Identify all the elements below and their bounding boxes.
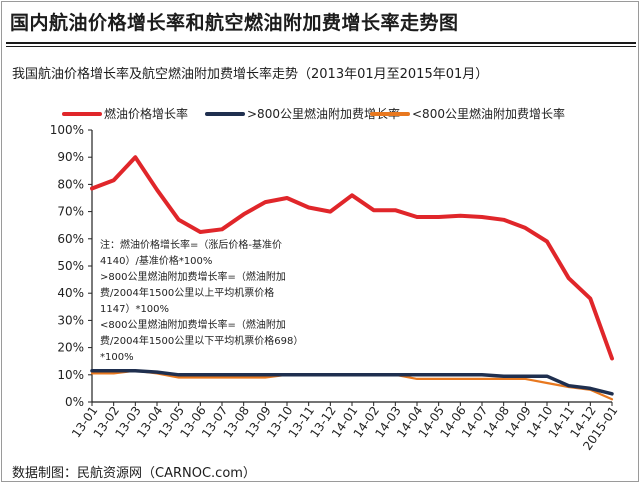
x-tick-labels: 13-0113-0213-0313-0413-0513-0613-0713-08… — [69, 402, 620, 453]
annotation-line: 注：燃油价格增长率=（涨后价格-基准价 — [100, 238, 282, 251]
legend-label: <800公里燃油附加费增长率 — [412, 106, 565, 121]
y-tick-label: 40% — [57, 286, 84, 300]
annotation-line: 费/2004年1500公里以下平均机票价格698） — [100, 334, 303, 347]
y-tick-label: 90% — [57, 150, 84, 164]
series-line-2 — [90, 368, 614, 396]
annotation-line: 4140）/基准价格*100% — [100, 254, 212, 267]
annotation-line: 1147）*100% — [100, 303, 169, 315]
annotation-note: 注：燃油价格增长率=（涨后价格-基准价 4140）/基准价格*100% >800公里… — [100, 238, 303, 363]
legend-label: 燃油价格增长率 — [104, 106, 188, 121]
title-rule-thin — [6, 46, 636, 47]
legend: 燃油价格增长率 >800公里燃油附加费增长率 <800公里燃油附加费增长率 — [62, 106, 565, 121]
y-tick-label: 0% — [65, 395, 84, 409]
y-tick-label: 20% — [57, 341, 84, 355]
y-tick-label: 60% — [57, 232, 84, 246]
y-tick-label: 30% — [57, 313, 84, 327]
series-lines — [90, 155, 614, 401]
y-tick-label: 10% — [57, 368, 84, 382]
y-tick-label: 50% — [57, 259, 84, 273]
title-rule — [6, 42, 636, 44]
y-tick-label: 100% — [50, 123, 84, 137]
data-source: 数据制图：民航资源网（CARNOC.com） — [12, 466, 256, 481]
annotation-line: <800公里燃油附加费增长率=（燃油附加 — [100, 318, 286, 331]
chart-subtitle: 我国航油价格增长率及航空燃油附加费增长率走势（2013年01月至2015年01月… — [12, 67, 489, 82]
annotation-line: 费/2004年1500公里以上平均机票价格 — [100, 286, 274, 299]
y-tick-labels: 0% 10% 20% 30% 40% 50% 60% 70% 80% 90% 100% — [50, 123, 92, 409]
y-tick-label: 70% — [57, 205, 84, 219]
legend-label: >800公里燃油附加费增长率 — [247, 106, 400, 121]
chart-title: 国内航油价格增长率和航空燃油附加费增长率走势图 — [10, 12, 459, 34]
y-tick-label: 80% — [57, 177, 84, 191]
annotation-line: >800公里燃油附加费增长率=（燃油附加 — [100, 270, 286, 283]
series-line-1 — [90, 155, 614, 361]
annotation-line: *100% — [100, 352, 134, 363]
